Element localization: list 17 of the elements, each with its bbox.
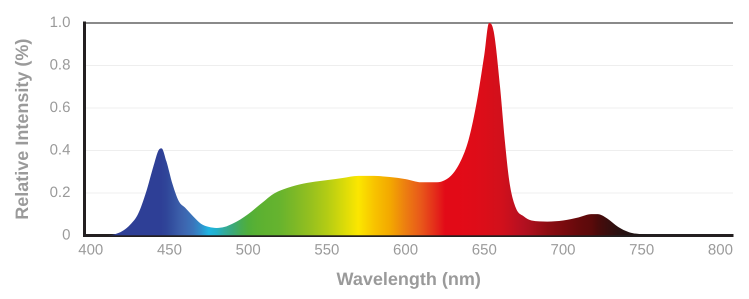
y-tick-label: 0.8 <box>50 56 70 74</box>
x-tick-label: 700 <box>550 242 576 259</box>
y-axis-title: Relative Intensity (%) <box>12 38 32 220</box>
x-tick-label: 400 <box>78 242 104 259</box>
y-tick-label: 0.2 <box>50 184 70 202</box>
y-tick-label: 1.0 <box>50 14 70 32</box>
y-tick-label: 0.4 <box>50 142 70 159</box>
x-tick-label: 450 <box>156 242 182 259</box>
x-tick-label: 550 <box>314 242 340 259</box>
x-tick-label: 500 <box>236 242 261 259</box>
x-tick-label: 750 <box>629 242 654 259</box>
x-tick-label: 650 <box>472 242 497 259</box>
y-tick-label: 0.6 <box>50 99 70 116</box>
x-tick-label: 600 <box>393 242 418 259</box>
x-tick-label: 800 <box>708 242 733 259</box>
x-axis-title: Wavelength (nm) <box>336 269 481 290</box>
y-tick-label: 0 <box>62 226 70 244</box>
